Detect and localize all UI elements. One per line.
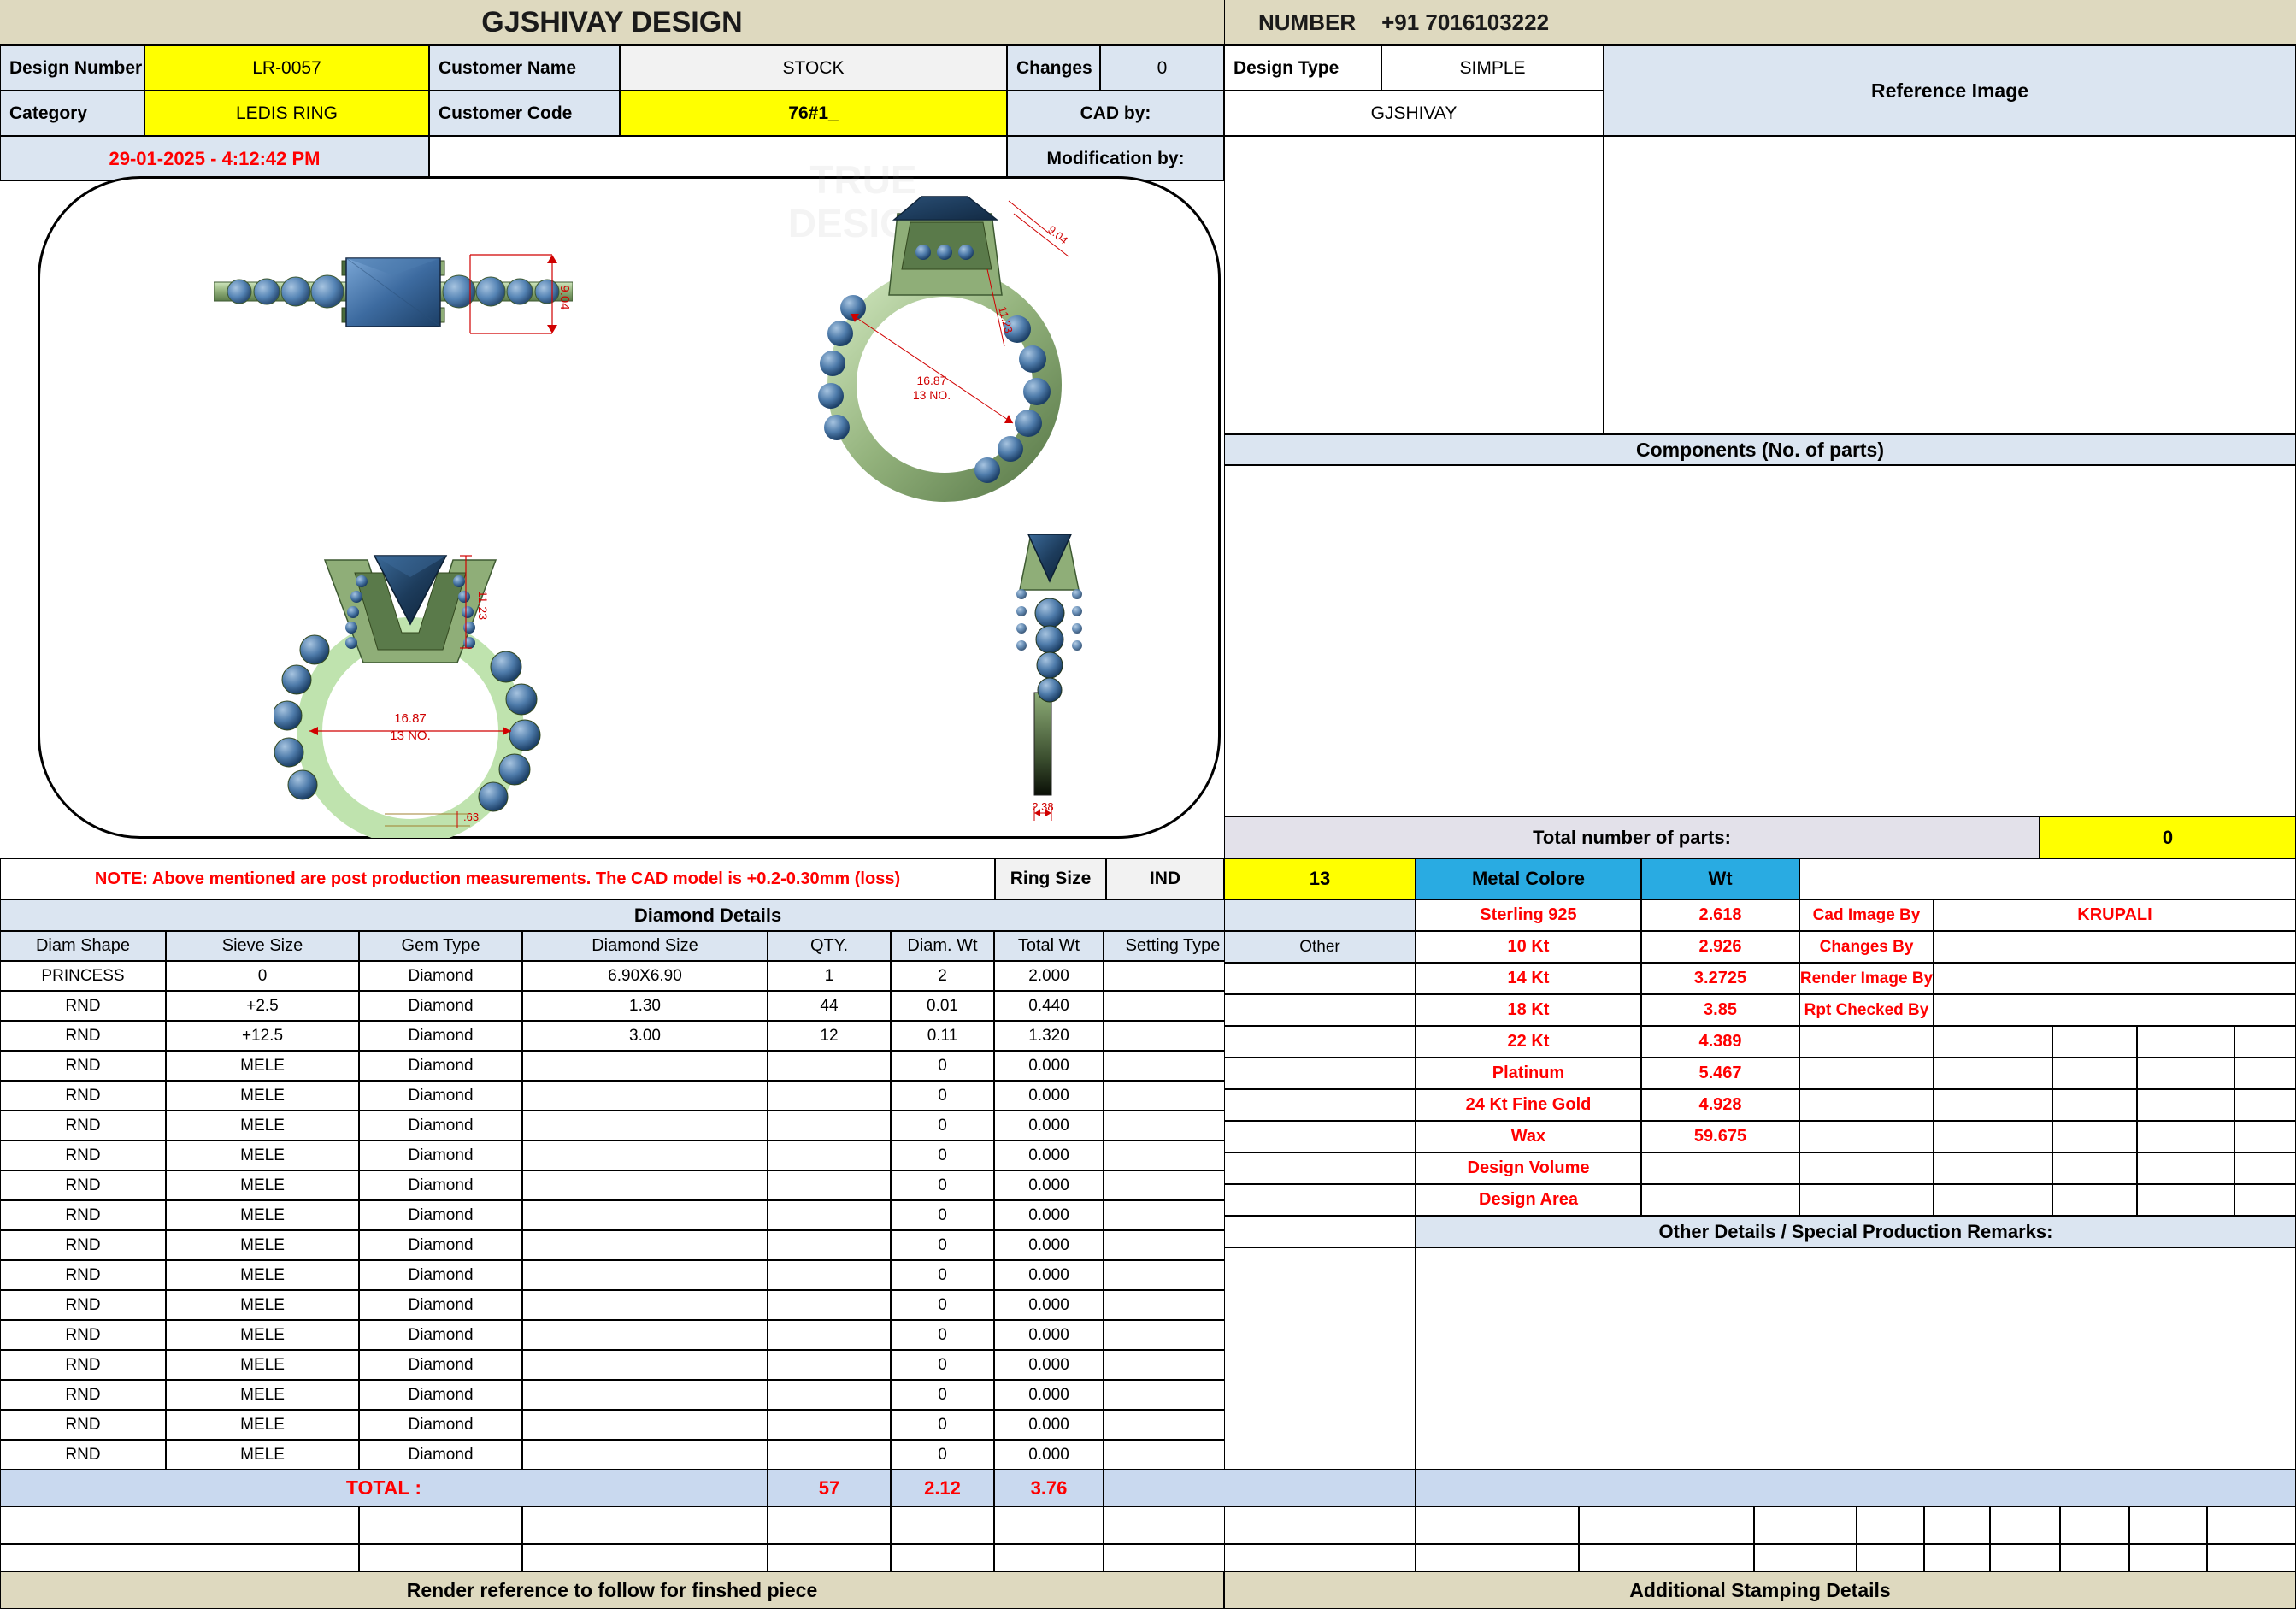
svg-text:9.04: 9.04 <box>1045 223 1070 247</box>
svg-text:13 NO.: 13 NO. <box>913 388 951 402</box>
svg-text:16.87: 16.87 <box>394 711 427 726</box>
svg-text:.63: .63 <box>463 810 479 823</box>
svg-text:13 NO.: 13 NO. <box>390 728 431 743</box>
svg-text:9.04: 9.04 <box>557 285 572 309</box>
svg-text:11.23: 11.23 <box>476 591 490 620</box>
svg-text:16.87: 16.87 <box>916 374 946 387</box>
svg-text:2.38: 2.38 <box>1032 800 1053 813</box>
